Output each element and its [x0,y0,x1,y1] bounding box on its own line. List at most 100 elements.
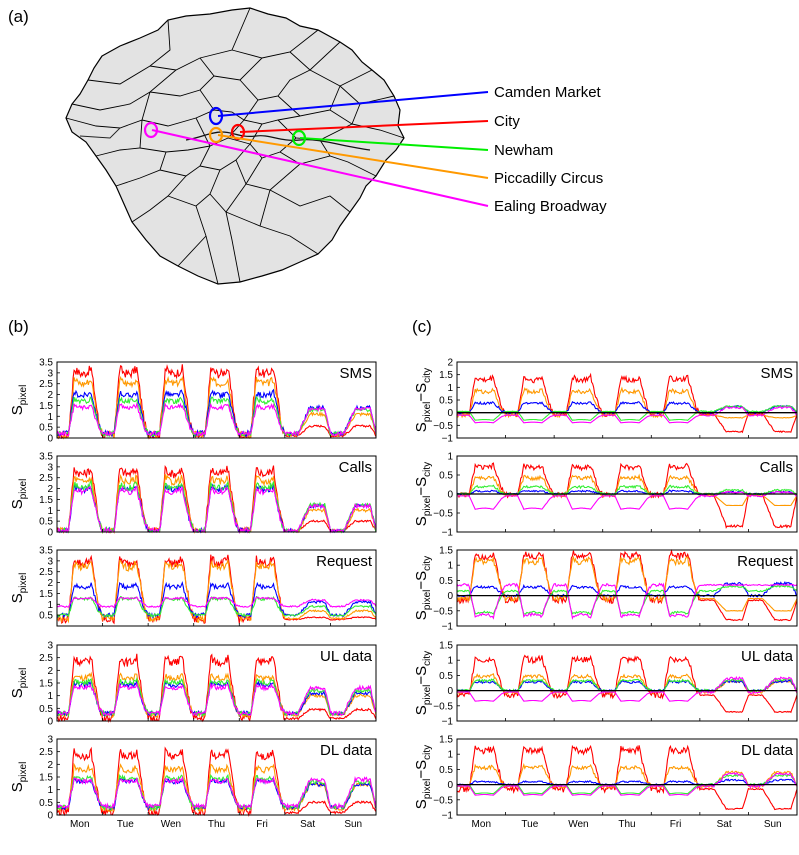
y-tick-label: 1.5 [439,370,453,381]
series-line-piccadilly [56,375,377,440]
day-label-sun: Sun [764,819,782,830]
y-tick-label: 1 [47,412,53,423]
series-line-newham [56,676,377,718]
series-line-city [56,554,377,625]
y-tick-label: 0 [47,717,53,728]
location-piccadilly-circus: Piccadilly Circus [208,126,603,187]
y-tick-label: 1 [47,600,53,611]
y-tick-label: 0 [47,811,53,822]
series-line-city [456,744,798,811]
y-tick-label: 3 [47,556,53,567]
y-tick-label: 3 [47,735,53,746]
panel-title: Request [737,553,794,570]
series-line-ealing [457,490,798,511]
series-line-newham [56,773,377,812]
y-tick-label: 1.5 [39,401,53,412]
y-tick-label: 2.5 [39,567,53,578]
y-tick-label: 1.5 [39,773,53,784]
axes-box [456,361,798,439]
y-tick-label: 1.5 [439,641,453,652]
y-tick-label: 1 [447,383,453,394]
y-tick-label: 0.5 [439,396,453,407]
chart-c-calls: −1 −0.5 0 0.5 1 Calls Spixel−Scity [413,452,798,539]
y-tick-label: 0 [47,528,53,539]
series-line-piccadilly [56,559,377,624]
panel-title: SMS [339,365,372,382]
day-label-sun: Sun [344,819,362,830]
panel-title: Request [316,553,373,570]
day-label-mon: Mon [472,819,491,830]
axes-box [56,455,377,533]
series-line-ealing [56,596,377,609]
y-tick-label: 2 [47,666,53,677]
y-axis-label: Spixel [9,668,29,699]
y-tick-label: 0.5 [439,576,453,587]
axes-box [56,549,377,627]
day-label-mon: Mon [70,819,89,830]
location-label-city: City [494,113,520,130]
day-label-sat: Sat [300,819,315,830]
chart-c-request: −1 −0.5 0 0.5 1 1.5 Request Spixel−Scity [413,546,798,633]
y-tick-label: 0.5 [39,517,53,528]
y-tick-label: 0.5 [439,671,453,682]
y-tick-label: 2.5 [39,747,53,758]
y-tick-label: 2 [47,760,53,771]
axes-box [456,549,798,627]
series-line-piccadilly [56,762,377,814]
panel-title: DL data [320,742,373,759]
time-series-panels: 00.511.522.533.5SMSSpixel00.511.522.533.… [9,358,798,830]
panel-title: UL data [741,648,794,665]
y-tick-label: 1 [447,750,453,761]
chart-b-dl-data: 0 0.5 11.5 2 2.53 Mon Tue Wen Thu Fri Sat Sun DL dat… [9,735,377,830]
chart-b-calls: 00.511.522.533.5 Calls Spixel [9,452,377,539]
location-label-ealing: Ealing Broadway [494,198,607,215]
y-tick-label: 1.5 [39,589,53,600]
y-tick-label: 1 [47,785,53,796]
y-axis-label: Spixel−Scity [413,556,433,620]
y-tick-label: 2.5 [39,473,53,484]
london-outline [65,7,405,285]
y-tick-label: 2.5 [39,653,53,664]
y-tick-label: −1 [442,717,454,728]
panel-label-b: (b) [8,317,29,336]
series-line-camden [56,388,377,438]
y-axis-label: Spixel [9,573,29,604]
location-label-camden: Camden Market [494,84,602,101]
location-label-piccadilly: Piccadilly Circus [494,170,603,187]
y-tick-label: 3.5 [39,546,53,557]
panel-title: SMS [760,365,793,382]
series-line-newham [456,404,798,421]
y-tick-label: 0 [447,686,453,697]
y-tick-label: −0.5 [433,606,453,617]
y-tick-label: 0 [447,591,453,602]
panel-title: Calls [339,459,372,476]
y-axis-label: Spixel−Scity [413,651,433,715]
y-tick-label: −0.5 [433,701,453,712]
y-axis-label: Spixel [9,385,29,416]
y-tick-label: 0.5 [39,704,53,715]
series-line-ealing [457,406,798,424]
y-tick-label: 3 [47,641,53,652]
y-tick-label: 2 [47,390,53,401]
y-tick-label: 0.5 [439,471,453,482]
y-tick-label: 2 [47,578,53,589]
series-line-ealing [457,771,798,796]
y-tick-label: 3 [47,462,53,473]
location-city: City [230,113,520,141]
y-tick-label: 3.5 [39,358,53,369]
y-tick-label: −1 [442,434,454,445]
y-tick-label: −0.5 [433,509,453,520]
series-line-ealing [457,675,798,702]
y-tick-label: 1.5 [39,495,53,506]
day-label-tue: Tue [521,819,538,830]
chart-b-sms: 00.511.522.533.5 SMS Spixel [9,358,377,445]
y-tick-label: 3.5 [39,452,53,463]
london-map: Camden Market City Newham Piccadilly Cir… [65,7,607,285]
series-line-ealing [56,682,377,717]
axes-box [456,738,798,816]
day-label-fri: Fri [670,819,682,830]
series-line-ealing [56,775,377,811]
y-tick-label: 1 [447,452,453,463]
y-tick-label: 0 [447,490,453,501]
series-line-ealing [56,401,377,438]
